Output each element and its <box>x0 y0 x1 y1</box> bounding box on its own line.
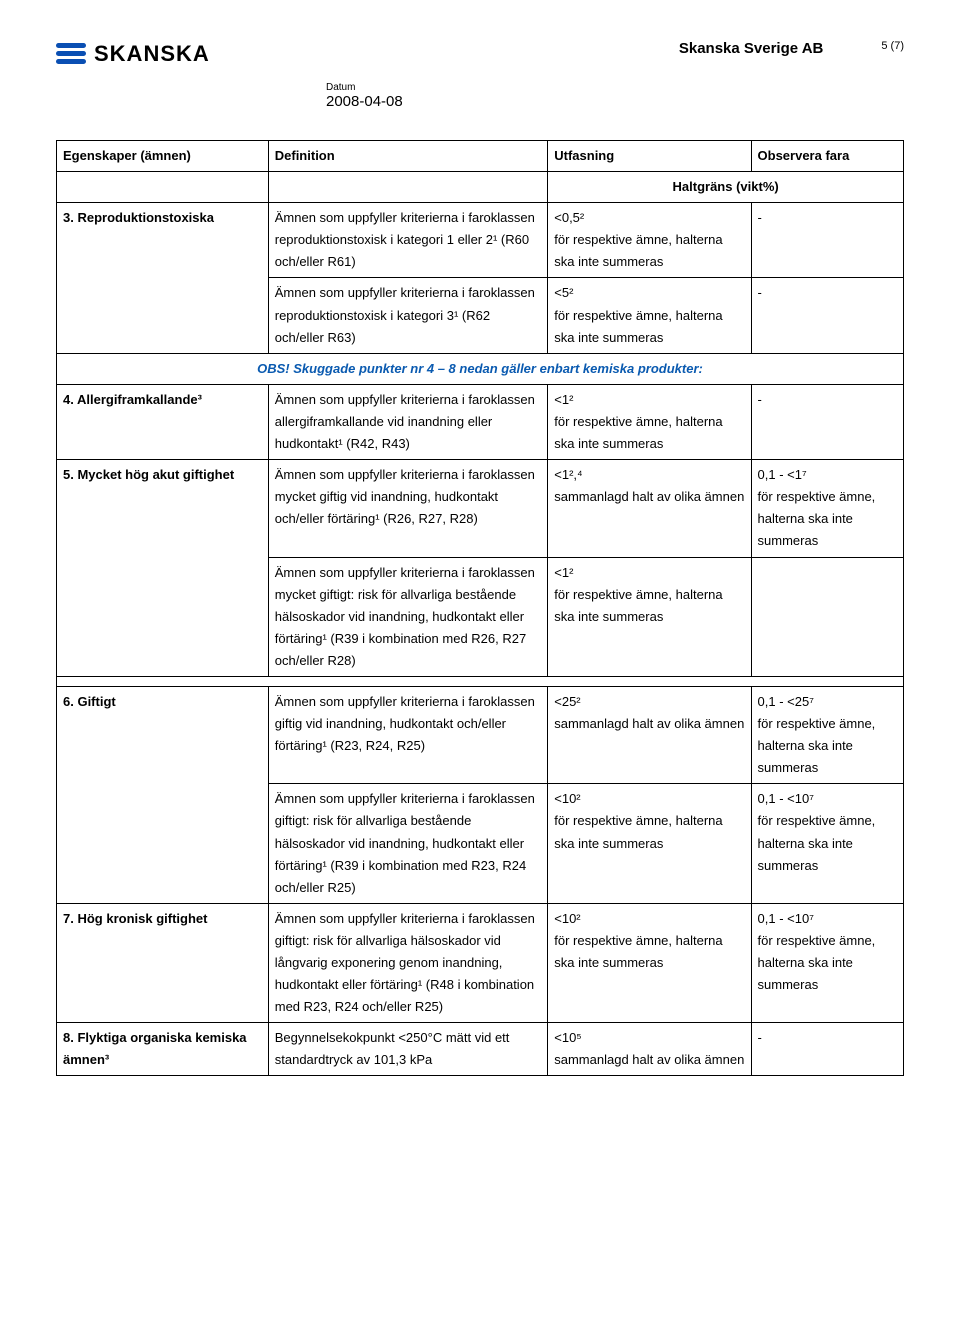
prop-5: 5. Mycket hög akut giftighet <box>57 460 269 677</box>
page-number: 5 (7) <box>881 40 904 52</box>
row-5a: 5. Mycket hög akut giftighet Ämnen som u… <box>57 460 904 557</box>
def-4: Ämnen som uppfyller kriterierna i farokl… <box>268 384 548 459</box>
obs-4: - <box>751 384 903 459</box>
obs-7: 0,1 - <10⁷ för respektive ämne, halterna… <box>751 903 903 1022</box>
logo: SKANSKA <box>56 40 210 68</box>
utf-4: <1² för respektive ämne, halterna ska in… <box>548 384 751 459</box>
col-egenskaper: Egenskaper (ämnen) <box>57 141 269 172</box>
col-utfasning: Utfasning <box>548 141 751 172</box>
def-7: Ämnen som uppfyller kriterierna i farokl… <box>268 903 548 1022</box>
gap-row <box>57 676 904 686</box>
row-4: 4. Allergiframkallande³ Ämnen som uppfyl… <box>57 384 904 459</box>
utf-6a: <25² sammanlagd halt av olika ämnen <box>548 686 751 783</box>
obs-6a: 0,1 - <25⁷ för respektive ämne, halterna… <box>751 686 903 783</box>
date-label: Datum <box>326 82 904 93</box>
def-6a: Ämnen som uppfyller kriterierna i farokl… <box>268 686 548 783</box>
substance-table: Egenskaper (ämnen) Definition Utfasning … <box>56 140 904 1076</box>
haltgrans-row: Haltgräns (vikt%) <box>57 172 904 203</box>
def-8: Begynnelsekokpunkt <250°C mätt vid ett s… <box>268 1023 548 1076</box>
prop-7: 7. Hög kronisk giftighet <box>57 903 269 1022</box>
utf-3a: <0,5² för respektive ämne, halterna ska … <box>548 203 751 278</box>
utf-3b: <5² för respektive ämne, halterna ska in… <box>548 278 751 353</box>
prop-4: 4. Allergiframkallande³ <box>57 384 269 459</box>
page-header: SKANSKA Skanska Sverige AB 5 (7) <box>56 40 904 68</box>
obs-note: OBS! Skuggade punkter nr 4 – 8 nedan gäl… <box>57 353 904 384</box>
def-5a: Ämnen som uppfyller kriterierna i farokl… <box>268 460 548 557</box>
haltgrans-label: Haltgräns (vikt%) <box>548 172 904 203</box>
row-6a: 6. Giftigt Ämnen som uppfyller kriterier… <box>57 686 904 783</box>
company-name: Skanska Sverige AB <box>679 40 824 57</box>
def-5b: Ämnen som uppfyller kriterierna i farokl… <box>268 557 548 676</box>
prop-8: 8. Flyktiga organiska kemiska ämnen³ <box>57 1023 269 1076</box>
utf-5a: <1²,⁴ sammanlagd halt av olika ämnen <box>548 460 751 557</box>
document-page: SKANSKA Skanska Sverige AB 5 (7) Datum 2… <box>0 0 960 1136</box>
def-3b: Ämnen som uppfyller kriterierna i farokl… <box>268 278 548 353</box>
obs-8: - <box>751 1023 903 1076</box>
utf-6b: <10² för respektive ämne, halterna ska i… <box>548 784 751 903</box>
col-observera: Observera fara <box>751 141 903 172</box>
def-6b: Ämnen som uppfyller kriterierna i farokl… <box>268 784 548 903</box>
prop-3: 3. Reproduktionstoxiska <box>57 203 269 354</box>
obs-3a: - <box>751 203 903 278</box>
obs-5b <box>751 557 903 676</box>
document-meta: Datum 2008-04-08 <box>326 82 904 110</box>
obs-note-row: OBS! Skuggade punkter nr 4 – 8 nedan gäl… <box>57 353 904 384</box>
obs-3b: - <box>751 278 903 353</box>
obs-5a: 0,1 - <1⁷ för respektive ämne, halterna … <box>751 460 903 557</box>
row-7: 7. Hög kronisk giftighet Ämnen som uppfy… <box>57 903 904 1022</box>
logo-text: SKANSKA <box>94 41 210 67</box>
table-header-row: Egenskaper (ämnen) Definition Utfasning … <box>57 141 904 172</box>
def-3a: Ämnen som uppfyller kriterierna i farokl… <box>268 203 548 278</box>
prop-6: 6. Giftigt <box>57 686 269 903</box>
skanska-logo-icon <box>56 40 88 68</box>
utf-7: <10² för respektive ämne, halterna ska i… <box>548 903 751 1022</box>
col-definition: Definition <box>268 141 548 172</box>
row-8: 8. Flyktiga organiska kemiska ämnen³ Beg… <box>57 1023 904 1076</box>
utf-8: <10⁵ sammanlagd halt av olika ämnen <box>548 1023 751 1076</box>
obs-6b: 0,1 - <10⁷ för respektive ämne, halterna… <box>751 784 903 903</box>
utf-5b: <1² för respektive ämne, halterna ska in… <box>548 557 751 676</box>
date-value: 2008-04-08 <box>326 93 904 110</box>
